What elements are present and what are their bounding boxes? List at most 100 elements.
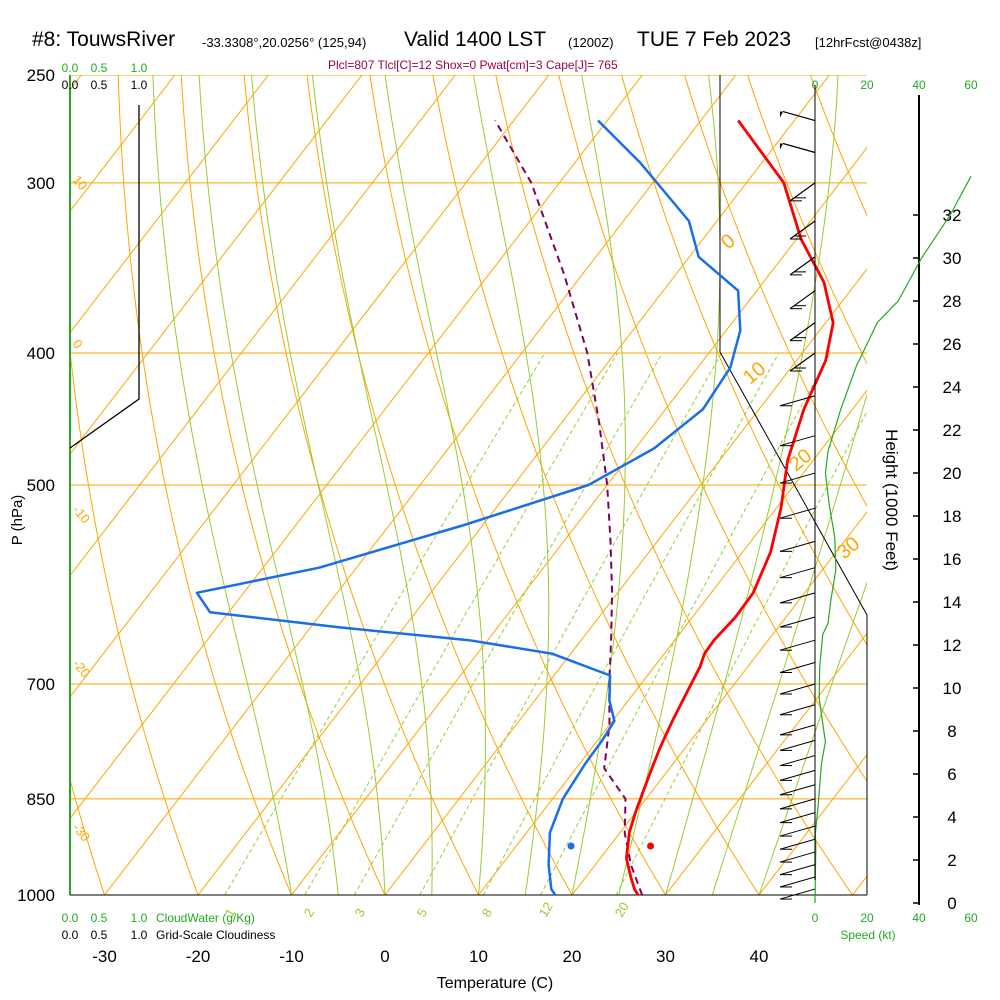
dry-adiabat-line — [306, 75, 573, 895]
isotherm-line — [70, 75, 643, 820]
wind-barb — [779, 798, 816, 810]
wind-barb — [779, 838, 816, 850]
moist-adiabat-line — [384, 75, 486, 895]
barb-pennant — [780, 111, 783, 118]
barb-shaft — [779, 567, 816, 579]
isotherm-line — [665, 632, 867, 895]
height-tick-label: 28 — [943, 292, 962, 311]
wind-barb — [779, 739, 816, 751]
wind-barb — [780, 142, 816, 154]
height-tick-label: 24 — [943, 378, 962, 397]
barb-shaft — [779, 812, 816, 824]
dry-adiabat-line — [432, 75, 760, 895]
pressure-tick-label: 850 — [27, 790, 55, 809]
cloudiness-label: Grid-Scale Cloudiness — [156, 928, 275, 942]
isotherm-line — [197, 75, 830, 895]
wind-barb — [779, 435, 816, 447]
wind-barb — [789, 256, 816, 276]
isotherm-line — [104, 75, 737, 895]
cloudiness-trace — [69, 105, 140, 449]
dry-adiabat-line — [369, 75, 667, 895]
temperature-tick-label: 0 — [380, 947, 389, 966]
wind-barb — [779, 769, 816, 781]
height-tick-label: 0 — [947, 894, 956, 913]
mixing-ratio-line — [224, 352, 546, 895]
mixing-ratio-line — [304, 352, 618, 895]
moist-adiabat-line — [711, 392, 867, 895]
wind-barb — [789, 220, 816, 240]
wind-barb — [779, 507, 816, 519]
barb-shaft — [779, 435, 816, 447]
moist-adiabat-line — [251, 75, 386, 895]
wind-barb — [779, 888, 816, 900]
barb-shaft — [779, 864, 816, 876]
height-tick-label: 18 — [943, 507, 962, 526]
moist-adiabat-line — [198, 75, 339, 895]
zulu-time: (1200Z) — [568, 35, 614, 50]
wind-barb — [779, 540, 816, 552]
dry-adiabat-line — [0, 51, 19, 924]
barb-shaft — [779, 662, 816, 673]
mixing-ratio-line — [419, 352, 722, 895]
pressure-tick-label: 700 — [27, 675, 55, 694]
speed-label: Speed (kt) — [840, 928, 895, 942]
dry-adiabat-label: 30 — [833, 533, 864, 564]
barb-pennant — [780, 143, 783, 150]
wind-barb — [779, 395, 816, 407]
temperature-tick-label: -20 — [186, 947, 211, 966]
barb-shaft — [779, 507, 816, 519]
barb-shaft — [779, 769, 816, 781]
temperature-tick-label: 40 — [750, 947, 769, 966]
dry-adiabat-line — [70, 777, 106, 895]
isotherm-label: -10 — [70, 502, 94, 526]
moist-adiabat-line — [618, 75, 721, 895]
dry-adiabat-line — [746, 75, 867, 365]
wind-barbs — [779, 85, 816, 900]
moist-adiabat-line — [473, 75, 550, 895]
height-tick-label: 10 — [943, 679, 962, 698]
dry-adiabat-line — [117, 75, 293, 895]
station-coords: -33.3308°,20.0256° (125,94) — [202, 35, 367, 50]
barb-shaft — [779, 755, 816, 767]
pressure-tick-label: 250 — [27, 66, 55, 85]
isotherm-label: -20 — [70, 656, 94, 680]
cloudwater-top-tick: 0.5 — [91, 61, 108, 75]
height-tick-label: 4 — [947, 808, 956, 827]
wind-barb — [789, 352, 816, 372]
pressure-tick-label: 400 — [27, 344, 55, 363]
isotherm-line — [384, 268, 867, 895]
barb-shaft — [779, 851, 816, 863]
cloudiness-top-tick: 1.0 — [131, 78, 148, 92]
mixing-ratio-label: 5 — [414, 906, 431, 920]
wind-barb — [779, 567, 816, 579]
isotherm-line — [291, 146, 867, 895]
barb-shaft — [779, 616, 816, 628]
height-tick-label: 26 — [943, 335, 962, 354]
speed-bottom-tick: 0 — [812, 911, 819, 925]
speed-top-tick: 20 — [860, 78, 874, 92]
wind-barb — [779, 812, 816, 824]
wind-barb — [779, 592, 816, 604]
temperature-tick-label: -10 — [279, 947, 304, 966]
dry-adiabat-line — [683, 75, 867, 508]
barb-shaft — [779, 876, 816, 888]
mixing-ratio-label: 12 — [536, 899, 556, 919]
plot-frame — [69, 75, 868, 896]
valid-time: Valid 1400 LST — [404, 28, 547, 51]
cloudiness-bottom-tick: 0.5 — [91, 928, 108, 942]
speed-bottom-tick: 60 — [964, 911, 978, 925]
speed-bottom-tick: 40 — [912, 911, 926, 925]
cloudiness-bottom-tick: 1.0 — [131, 928, 148, 942]
height-tick-label: 20 — [943, 464, 962, 483]
background-grid — [0, 51, 1000, 924]
dry-adiabat-line — [988, 51, 1000, 924]
wind-barb — [780, 110, 816, 122]
forecast-info: [12hrFcst@0438z] — [815, 35, 922, 50]
barb-shaft — [782, 110, 816, 122]
mixing-ratio-label: 2 — [301, 906, 318, 920]
height-axis-label: Height (1000 Feet) — [882, 429, 901, 571]
cloudwater-bottom-tick: 1.0 — [131, 911, 148, 925]
